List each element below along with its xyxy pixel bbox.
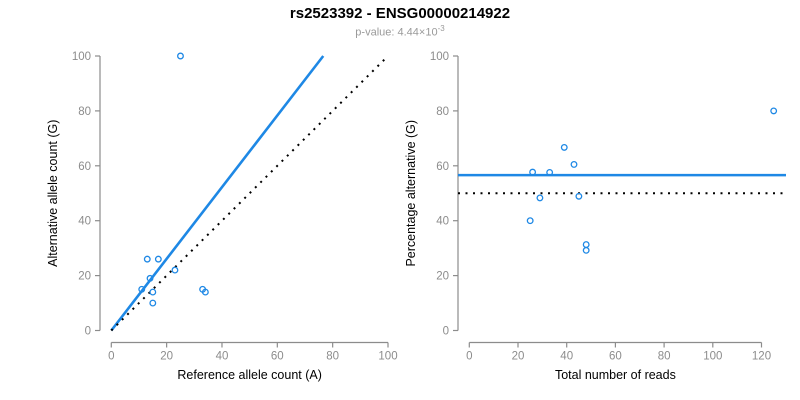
right-data-point	[570, 160, 578, 168]
pvalue-exponent: -3	[437, 24, 445, 33]
pvalue-subtitle: p-value: 4.44×10-3	[0, 24, 800, 39]
right-data-point	[770, 107, 778, 115]
right-y-tick-label: 40	[436, 216, 449, 228]
left-data-point	[146, 274, 154, 282]
left-x-tick-label: 0	[108, 351, 114, 363]
left-x-axis-title: Reference allele count (A)	[177, 368, 322, 382]
left-y-tick-label: 40	[78, 216, 91, 228]
left-y-axis-title: Alternative allele count (G)	[46, 120, 60, 267]
right-x-tick-label: 40	[560, 351, 573, 363]
right-data-point	[582, 241, 590, 249]
right-y-tick-label: 80	[436, 106, 449, 118]
left-y-tick-label: 80	[78, 106, 91, 118]
right-x-tick-label: 60	[609, 351, 622, 363]
right-data-point	[560, 143, 568, 151]
right-x-tick-label: 80	[658, 351, 671, 363]
page-title: rs2523392 - ENSG00000214922	[289, 5, 511, 22]
left-x-tick-label: 60	[271, 351, 284, 363]
left-x-tick-label: 20	[160, 351, 173, 363]
right-x-axis-title: Total number of reads	[555, 368, 676, 382]
right-x-tick-label: 120	[752, 351, 771, 363]
right-y-tick-label: 20	[436, 271, 449, 283]
right-y-axis-title: Percentage alternative (G)	[404, 120, 418, 267]
right-data-point	[546, 168, 554, 176]
left-data-point	[201, 288, 209, 296]
right-data-point	[575, 192, 583, 200]
right-data-point	[529, 168, 537, 176]
left-data-point	[149, 288, 157, 296]
right-data-point	[536, 194, 544, 202]
left-data-point	[149, 299, 157, 307]
right-data-point	[582, 246, 590, 254]
left-y-tick-label: 20	[78, 271, 91, 283]
right-y-tick-label: 100	[430, 51, 449, 63]
left-data-point	[143, 255, 151, 263]
right-data-point	[526, 217, 534, 225]
left-x-tick-label: 80	[326, 351, 339, 363]
left-allelic-ratio-fit	[110, 55, 325, 332]
right-y-tick-label: 60	[436, 161, 449, 173]
left-x-tick-label: 100	[378, 351, 397, 363]
left-data-point	[154, 255, 162, 263]
left-data-point	[177, 52, 184, 60]
left-y-tick-label: 60	[78, 161, 91, 173]
right-x-tick-label: 20	[512, 351, 525, 363]
left-y-tick-label: 0	[85, 326, 91, 338]
left-y-tick-label: 100	[72, 51, 91, 63]
right-x-tick-label: 100	[703, 351, 722, 363]
right-y-tick-label: 0	[443, 326, 449, 338]
left-data-point	[171, 266, 179, 274]
right-x-tick-label: 0	[466, 351, 472, 363]
left-x-tick-label: 40	[216, 351, 229, 363]
pvalue-text: p-value: 4.44×10	[355, 26, 438, 39]
left-data-point	[138, 285, 146, 293]
